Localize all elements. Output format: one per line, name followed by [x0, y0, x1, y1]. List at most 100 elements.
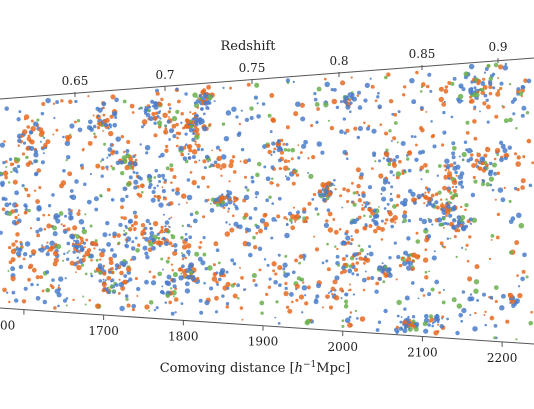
galaxy-point: [149, 231, 155, 236]
galaxy-point: [471, 217, 478, 223]
galaxy-point: [505, 319, 510, 324]
galaxy-point: [180, 252, 183, 254]
top-axis-line: [0, 57, 534, 100]
galaxy-point: [35, 199, 40, 204]
galaxy-point: [350, 95, 355, 100]
galaxy-point: [469, 296, 475, 302]
galaxy-point: [68, 210, 73, 216]
galaxy-point: [431, 321, 435, 325]
galaxy-point: [196, 114, 199, 118]
galaxy-point: [134, 236, 138, 240]
galaxy-point: [406, 236, 411, 241]
galaxy-point: [233, 200, 236, 204]
galaxy-point: [512, 112, 516, 116]
galaxy-point: [480, 182, 486, 187]
galaxy-point: [406, 265, 412, 271]
galaxy-point: [161, 189, 166, 194]
galaxy-point: [434, 279, 440, 285]
galaxy-point: [174, 287, 178, 291]
galaxy-point: [189, 212, 194, 217]
galaxy-point: [299, 151, 303, 155]
galaxy-point: [52, 225, 57, 231]
galaxy-point: [284, 175, 287, 178]
galaxy-point: [38, 127, 44, 133]
galaxy-point: [361, 204, 364, 207]
galaxy-point: [24, 187, 29, 192]
galaxy-point: [148, 181, 151, 184]
galaxy-point: [24, 204, 28, 209]
galaxy-point: [450, 206, 457, 212]
galaxy-point: [516, 155, 521, 160]
galaxy-point: [134, 158, 138, 162]
galaxy-point: [411, 99, 417, 105]
galaxy-point: [240, 276, 244, 280]
galaxy-point: [213, 100, 216, 103]
galaxy-point: [396, 254, 401, 260]
galaxy-point: [395, 154, 400, 159]
galaxy-point: [340, 297, 343, 300]
galaxy-point: [124, 238, 128, 242]
galaxy-point: [273, 280, 278, 285]
galaxy-point: [493, 62, 499, 68]
galaxy-point: [33, 159, 38, 164]
galaxy-point: [380, 192, 383, 195]
galaxy-point: [450, 201, 453, 204]
galaxy-point: [440, 143, 445, 147]
galaxy-point: [473, 279, 480, 285]
galaxy-point: [287, 167, 291, 171]
galaxy-point: [356, 273, 360, 277]
galaxy-point: [483, 313, 486, 317]
galaxy-point: [246, 82, 251, 87]
galaxy-point: [227, 210, 230, 213]
galaxy-point: [395, 325, 399, 329]
galaxy-point: [90, 259, 93, 262]
galaxy-point: [469, 293, 473, 296]
galaxy-point: [269, 93, 275, 98]
galaxy-point: [202, 112, 206, 116]
galaxy-point: [243, 159, 249, 165]
galaxy-point: [109, 285, 112, 289]
galaxy-point: [60, 99, 64, 103]
galaxy-point: [288, 218, 293, 223]
galaxy-point: [493, 324, 498, 328]
galaxy-point: [422, 257, 429, 263]
galaxy-point: [310, 124, 314, 128]
galaxy-point: [429, 89, 433, 93]
galaxy-point: [249, 115, 254, 121]
galaxy-point: [45, 287, 50, 293]
galaxy-point: [176, 136, 179, 140]
galaxy-point: [196, 96, 199, 99]
galaxy-point: [279, 150, 285, 155]
galaxy-point: [152, 220, 159, 227]
galaxy-point: [157, 271, 162, 277]
galaxy-point: [184, 281, 190, 287]
galaxy-point: [427, 323, 431, 327]
galaxy-point: [116, 233, 121, 238]
galaxy-point: [432, 144, 437, 149]
galaxy-point: [455, 185, 458, 189]
galaxy-point: [272, 269, 276, 273]
galaxy-point: [425, 204, 429, 207]
galaxy-point: [277, 253, 281, 257]
galaxy-point: [165, 259, 170, 264]
galaxy-point: [167, 102, 171, 107]
galaxy-point: [66, 251, 69, 254]
galaxy-point: [27, 160, 33, 165]
galaxy-point: [468, 217, 473, 222]
galaxy-point: [150, 99, 155, 104]
galaxy-point: [356, 183, 361, 189]
galaxy-point: [430, 120, 433, 123]
galaxy-point: [196, 106, 200, 109]
galaxy-point: [271, 261, 277, 267]
galaxy-point: [354, 309, 358, 313]
galaxy-point: [396, 299, 402, 306]
galaxy-point: [171, 268, 174, 272]
galaxy-point: [167, 256, 171, 260]
galaxy-point: [74, 239, 80, 245]
galaxy-point: [80, 166, 85, 170]
galaxy-point: [168, 116, 170, 118]
galaxy-point: [335, 105, 340, 110]
galaxy-point: [464, 202, 469, 208]
galaxy-point: [213, 197, 218, 203]
galaxy-point: [105, 165, 109, 169]
